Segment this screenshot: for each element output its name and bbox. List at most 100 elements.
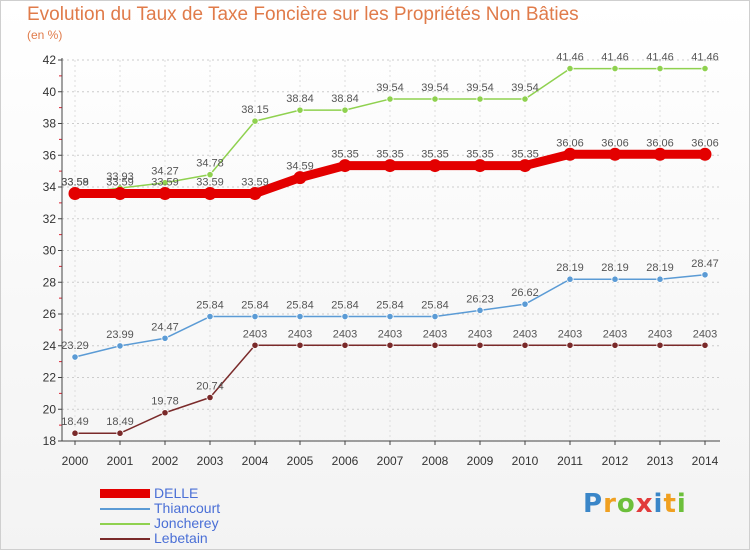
data-label-lebetain: 20.74 xyxy=(196,381,224,393)
data-label-thiancourt: 26.62 xyxy=(511,287,539,299)
data-point-delle xyxy=(68,187,82,201)
data-label-lebetain: 18.49 xyxy=(106,416,134,428)
data-point-joncherey xyxy=(296,106,304,114)
data-point-joncherey xyxy=(431,95,439,103)
data-label-delle: 33.59 xyxy=(61,177,89,189)
data-label-delle: 36.06 xyxy=(691,137,719,149)
data-label-joncherey: 41.46 xyxy=(646,52,674,64)
data-point-thiancourt xyxy=(206,312,214,321)
y-tick-label: 38 xyxy=(43,117,57,131)
data-label-thiancourt: 23.29 xyxy=(61,340,89,352)
data-point-thiancourt xyxy=(341,312,349,321)
legend-swatch-joncherey xyxy=(100,523,150,525)
y-tick-label: 34 xyxy=(43,180,57,194)
data-point-thiancourt xyxy=(386,312,394,321)
x-tick-label: 2012 xyxy=(602,454,629,468)
data-label-joncherey: 33.93 xyxy=(106,171,134,183)
data-point-lebetain xyxy=(116,429,124,437)
data-label-joncherey: 34.27 xyxy=(151,166,179,178)
data-label-lebetain: 2403 xyxy=(378,328,402,340)
y-tick-label: 42 xyxy=(43,53,57,67)
data-label-lebetain: 19.78 xyxy=(151,396,179,408)
data-point-delle xyxy=(338,159,352,173)
x-tick-label: 2000 xyxy=(62,454,89,468)
data-label-lebetain: 2403 xyxy=(693,328,717,340)
data-point-joncherey xyxy=(161,179,169,187)
x-tick-label: 2007 xyxy=(377,454,404,468)
data-point-thiancourt xyxy=(476,306,484,314)
data-label-thiancourt: 28.19 xyxy=(556,262,584,274)
data-label-delle: 33.59 xyxy=(241,177,269,189)
logo-letter: o xyxy=(616,489,636,519)
data-point-joncherey xyxy=(476,95,484,103)
y-tick-label: 24 xyxy=(43,339,57,353)
data-point-lebetain xyxy=(476,341,484,349)
legend-label-thiancourt: Thiancourt xyxy=(154,500,221,516)
y-tick-label: 22 xyxy=(43,371,57,385)
data-point-thiancourt xyxy=(431,312,439,321)
data-label-lebetain: 2403 xyxy=(243,328,267,340)
data-label-joncherey: 39.54 xyxy=(511,82,539,94)
data-point-lebetain xyxy=(611,341,619,349)
logo-letter: i xyxy=(653,489,664,519)
legend-label-delle: DELLE xyxy=(154,485,199,501)
data-point-lebetain xyxy=(71,429,79,437)
data-point-joncherey xyxy=(206,171,214,179)
logo-letter: i xyxy=(676,489,687,519)
data-label-delle: 35.35 xyxy=(511,149,539,161)
data-point-joncherey xyxy=(611,64,619,73)
data-label-joncherey: 39.54 xyxy=(421,82,449,94)
x-tick-label: 2014 xyxy=(692,454,719,468)
y-tick-label: 32 xyxy=(43,212,57,226)
data-label-delle: 35.35 xyxy=(421,149,449,161)
data-point-delle xyxy=(518,159,532,173)
data-point-thiancourt xyxy=(566,275,574,283)
data-label-delle: 34.59 xyxy=(286,161,314,173)
data-label-delle: 35.35 xyxy=(376,149,404,161)
data-point-lebetain xyxy=(251,341,259,349)
data-label-delle: 33.59 xyxy=(196,177,224,189)
data-label-thiancourt: 24.47 xyxy=(151,321,179,333)
data-label-lebetain: 2403 xyxy=(468,328,492,340)
data-point-lebetain xyxy=(161,409,169,417)
y-tick-label: 20 xyxy=(43,402,57,416)
data-label-thiancourt: 25.84 xyxy=(196,300,224,312)
data-label-lebetain: 2403 xyxy=(558,328,582,340)
data-point-lebetain xyxy=(566,341,574,349)
x-tick-label: 2004 xyxy=(242,454,269,468)
x-tick-label: 2003 xyxy=(197,454,224,468)
data-label-joncherey: 38.84 xyxy=(286,93,314,105)
data-label-joncherey: 39.54 xyxy=(376,82,404,94)
data-label-thiancourt: 25.84 xyxy=(241,300,269,312)
data-label-thiancourt: 23.99 xyxy=(106,329,134,341)
x-tick-label: 2011 xyxy=(557,454,583,468)
data-label-joncherey: 34.78 xyxy=(196,158,224,170)
data-label-lebetain: 2403 xyxy=(423,328,447,340)
data-label-thiancourt: 25.84 xyxy=(376,300,404,312)
data-label-thiancourt: 28.19 xyxy=(601,262,629,274)
data-point-lebetain xyxy=(296,341,304,349)
x-tick-label: 2009 xyxy=(467,454,494,468)
data-label-joncherey: 38.84 xyxy=(331,93,359,105)
legend-label-lebetain: Lebetain xyxy=(154,530,208,546)
data-point-lebetain xyxy=(521,341,529,349)
data-label-lebetain: 2403 xyxy=(333,328,357,340)
data-label-delle: 36.06 xyxy=(601,137,629,149)
data-point-lebetain xyxy=(206,393,214,402)
logo-letter: P xyxy=(583,489,604,519)
data-point-thiancourt xyxy=(71,353,79,361)
data-point-joncherey xyxy=(701,64,709,73)
data-label-joncherey: 38.15 xyxy=(241,104,269,116)
data-point-delle xyxy=(473,159,487,173)
data-label-joncherey: 41.46 xyxy=(601,52,629,64)
data-label-delle: 33.59 xyxy=(151,177,179,189)
data-point-joncherey xyxy=(251,117,259,125)
data-label-thiancourt: 25.84 xyxy=(331,300,359,312)
chart-title: Evolution du Taux de Taxe Foncière sur l… xyxy=(27,4,579,25)
data-label-delle: 35.35 xyxy=(331,149,359,161)
data-point-delle xyxy=(653,147,667,161)
data-label-thiancourt: 25.84 xyxy=(286,300,314,312)
x-tick-label: 2001 xyxy=(107,454,134,468)
legend-swatch-lebetain xyxy=(100,538,150,540)
